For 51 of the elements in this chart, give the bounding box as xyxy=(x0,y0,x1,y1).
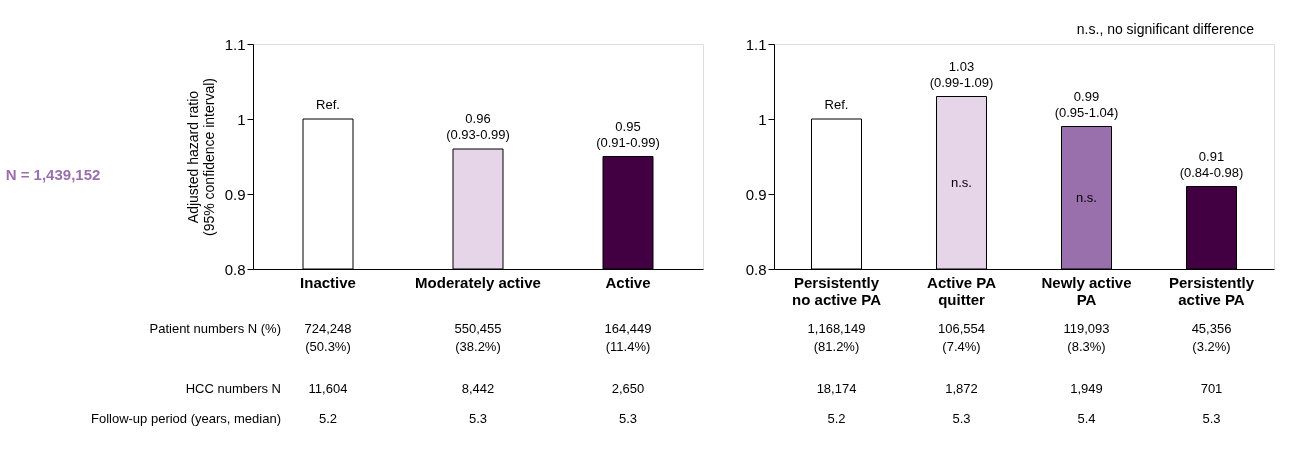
data-label: 0.96 (0.93-0.99) xyxy=(446,111,510,142)
text: 11,604 xyxy=(308,381,348,396)
text: N = 1,439,152 xyxy=(5,165,101,183)
data-label: 0.91 (0.84-0.98) xyxy=(1179,148,1244,180)
y-tick-label: 0.9 xyxy=(745,185,767,203)
y-tick-label: 0.8 xyxy=(224,260,246,278)
text: 18,174 xyxy=(816,381,857,396)
text: 45,356 (3.2%) xyxy=(1191,321,1232,354)
y-tick-label: 1.1 xyxy=(745,35,767,53)
text: 1,949 xyxy=(1070,381,1103,396)
x-tick-label: Newly active PA xyxy=(1041,273,1132,308)
data-label: Ref. xyxy=(824,97,849,112)
y-tick-label: 1.1 xyxy=(224,35,246,53)
text: 5.4 xyxy=(1077,411,1096,426)
x-tick-label: Persistently no active PA xyxy=(792,273,882,308)
text: 8,442 xyxy=(461,381,495,396)
data-label: 0.95 (0.91-0.99) xyxy=(596,118,660,150)
text: 164,449 (11.4%) xyxy=(604,321,652,354)
y-tick-label: 0.8 xyxy=(745,260,767,278)
x-tick-label: Inactive xyxy=(300,273,356,291)
text: 5.3 xyxy=(468,411,488,426)
y-tick-label: 0.9 xyxy=(224,185,246,203)
text: 2,650 xyxy=(611,381,645,396)
annotation: n.s. xyxy=(1076,189,1097,205)
text: 5.2 xyxy=(827,411,846,426)
text: 550,455 (38.2%) xyxy=(454,321,502,354)
y-tick-label: 1 xyxy=(237,110,246,128)
x-tick-label: Moderately active xyxy=(415,273,541,291)
text: Patient numbers N (%) xyxy=(149,321,281,336)
x-tick-label: Active xyxy=(605,273,651,291)
text: 106,554 (7.4%) xyxy=(938,321,985,354)
text: 5.3 xyxy=(952,411,971,426)
text: 5.2 xyxy=(318,411,338,426)
text: HCC numbers N xyxy=(185,381,281,396)
x-tick-label: Persistently active PA xyxy=(1168,273,1255,308)
text: 119,093 (8.3%) xyxy=(1063,321,1110,354)
text: 5.3 xyxy=(1202,411,1221,426)
annotation: n.s. xyxy=(951,174,972,190)
data-label: 1.03 (0.99-1.09) xyxy=(929,58,994,90)
data-label: 0.99 (0.95-1.04) xyxy=(1054,88,1119,120)
text: 5.3 xyxy=(618,411,638,426)
text: 701 xyxy=(1200,381,1223,396)
y-tick-label: 1 xyxy=(758,110,767,128)
text: Follow-up period (years, median) xyxy=(90,411,281,426)
text: 1,872 xyxy=(945,381,978,396)
data-label: Ref. xyxy=(316,97,340,112)
x-tick-label: Active PA quitter xyxy=(927,273,997,308)
text: 1,168,149 (81.2%) xyxy=(807,321,866,354)
text: 724,248 (50.3%) xyxy=(304,321,352,354)
text: n.s., no significant difference xyxy=(1076,21,1255,37)
y-axis-title: Adjusted hazard ratio (95% confidence interval) xyxy=(184,78,217,236)
